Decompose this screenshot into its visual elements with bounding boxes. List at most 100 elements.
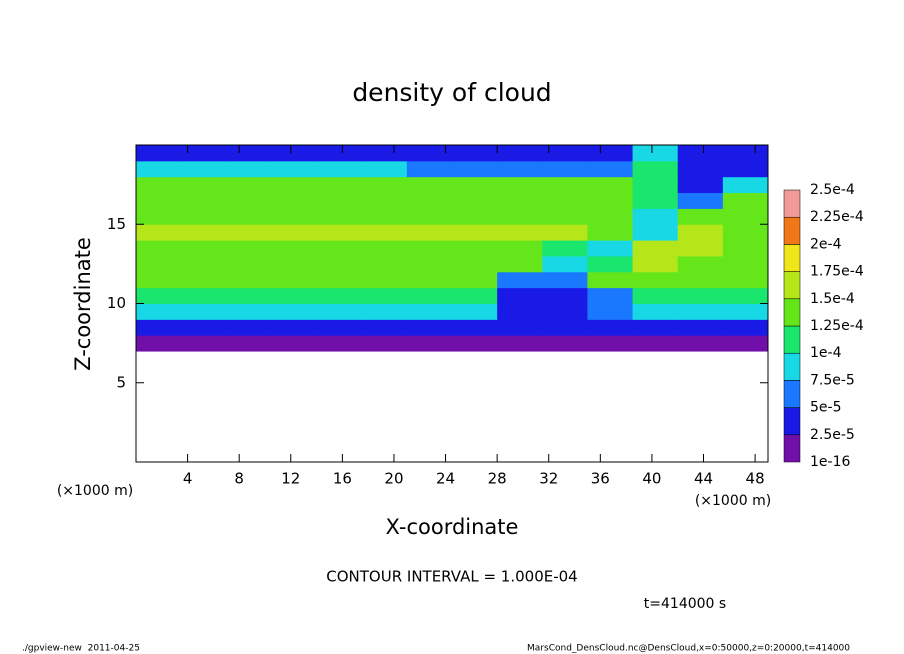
field-cell bbox=[722, 240, 769, 257]
field-cell bbox=[406, 287, 453, 304]
field-cell bbox=[587, 192, 634, 209]
field-cell bbox=[722, 192, 769, 209]
field-cell bbox=[587, 271, 634, 289]
field-cell bbox=[361, 319, 408, 336]
field-cell bbox=[542, 208, 588, 225]
field-cell bbox=[406, 145, 453, 162]
field-cell bbox=[632, 192, 679, 209]
field-cell bbox=[497, 319, 543, 336]
field-cell bbox=[136, 271, 182, 289]
x-unit: (×1000 m) bbox=[695, 493, 771, 509]
field-cell bbox=[542, 319, 588, 336]
field-cell bbox=[406, 208, 453, 225]
z-unit: (×1000 m) bbox=[57, 483, 133, 499]
field-cell bbox=[677, 176, 724, 194]
colorbar-label: 2.25e-4 bbox=[810, 209, 864, 225]
field-cell bbox=[316, 208, 363, 225]
field-cell bbox=[136, 208, 182, 225]
field-cell bbox=[406, 319, 453, 336]
field-cell bbox=[452, 192, 498, 209]
field-cell bbox=[722, 319, 769, 336]
field-cell bbox=[497, 255, 543, 273]
field-cell bbox=[226, 335, 272, 352]
footer-left: ./gpview-new 2011-04-25 bbox=[22, 644, 140, 654]
field-cell bbox=[497, 176, 543, 194]
field-cell bbox=[677, 335, 724, 352]
field-cell bbox=[361, 145, 408, 162]
field-cell bbox=[136, 287, 182, 304]
field-cell bbox=[587, 319, 634, 336]
chart-title: density of cloud bbox=[352, 78, 551, 107]
x-tick-label: 8 bbox=[234, 470, 244, 488]
field-cell bbox=[406, 160, 453, 178]
field-cell bbox=[316, 240, 363, 257]
field-cell bbox=[452, 319, 498, 336]
x-tick-label: 48 bbox=[746, 470, 765, 488]
x-tick-label: 28 bbox=[488, 470, 507, 488]
field-cell bbox=[632, 335, 679, 352]
field-cell bbox=[181, 160, 227, 178]
field-cell bbox=[226, 303, 272, 320]
field-cell bbox=[181, 319, 227, 336]
field-cell bbox=[316, 224, 363, 241]
x-tick-label: 32 bbox=[539, 470, 558, 488]
field-cell bbox=[181, 176, 227, 194]
colorbar-band bbox=[783, 434, 801, 463]
field-cell bbox=[452, 224, 498, 241]
y-tick-label: 15 bbox=[107, 215, 126, 233]
colorbar-label: 2.5e-5 bbox=[810, 427, 855, 443]
field-cell bbox=[722, 287, 769, 304]
field-cell bbox=[271, 176, 318, 194]
field-cell bbox=[271, 335, 318, 352]
field-cell bbox=[316, 192, 363, 209]
field-cell bbox=[452, 303, 498, 320]
field-cell bbox=[181, 145, 227, 162]
field-cell bbox=[361, 303, 408, 320]
field-cell bbox=[136, 303, 182, 320]
field-cell bbox=[406, 192, 453, 209]
field-cell bbox=[271, 224, 318, 241]
x-tick-label: 24 bbox=[436, 470, 455, 488]
field-cell bbox=[497, 303, 543, 320]
field-cell bbox=[136, 319, 182, 336]
field-cell bbox=[361, 224, 408, 241]
field-cell bbox=[136, 145, 182, 162]
field-cell bbox=[316, 271, 363, 289]
field-cell bbox=[722, 335, 769, 352]
field-cell bbox=[361, 271, 408, 289]
field-cell bbox=[587, 224, 634, 241]
field-cell bbox=[136, 335, 182, 352]
field-cell bbox=[361, 240, 408, 257]
field-cell bbox=[406, 303, 453, 320]
field-cell bbox=[542, 303, 588, 320]
field-cell bbox=[497, 224, 543, 241]
field-cell bbox=[226, 176, 272, 194]
field-cell bbox=[497, 160, 543, 178]
colorbar-label: 1e-16 bbox=[810, 454, 850, 470]
field-cell bbox=[361, 176, 408, 194]
field-cell bbox=[542, 145, 588, 162]
y-tick-label: 5 bbox=[116, 373, 126, 391]
colorbar-band bbox=[783, 244, 801, 272]
field-cell bbox=[722, 303, 769, 320]
colorbar-band bbox=[783, 352, 801, 381]
field-cell bbox=[271, 145, 318, 162]
field-cell bbox=[632, 287, 679, 304]
field-cell bbox=[497, 271, 543, 289]
colorbar-label: 7.5e-5 bbox=[810, 372, 855, 388]
field-cell bbox=[316, 145, 363, 162]
y-tick-label: 10 bbox=[107, 294, 126, 312]
field-cell bbox=[316, 176, 363, 194]
field-cell bbox=[136, 160, 182, 178]
field-cell bbox=[587, 255, 634, 273]
x-tick-label: 4 bbox=[183, 470, 193, 488]
field-cell bbox=[542, 255, 588, 273]
field-cell bbox=[361, 208, 408, 225]
field-cell bbox=[677, 271, 724, 289]
field-cell bbox=[316, 303, 363, 320]
colorbar-band bbox=[783, 380, 801, 408]
x-tick-label: 16 bbox=[333, 470, 352, 488]
colorbar-band bbox=[783, 298, 801, 327]
x-tick-label: 20 bbox=[384, 470, 403, 488]
colorbar-band bbox=[783, 189, 801, 218]
